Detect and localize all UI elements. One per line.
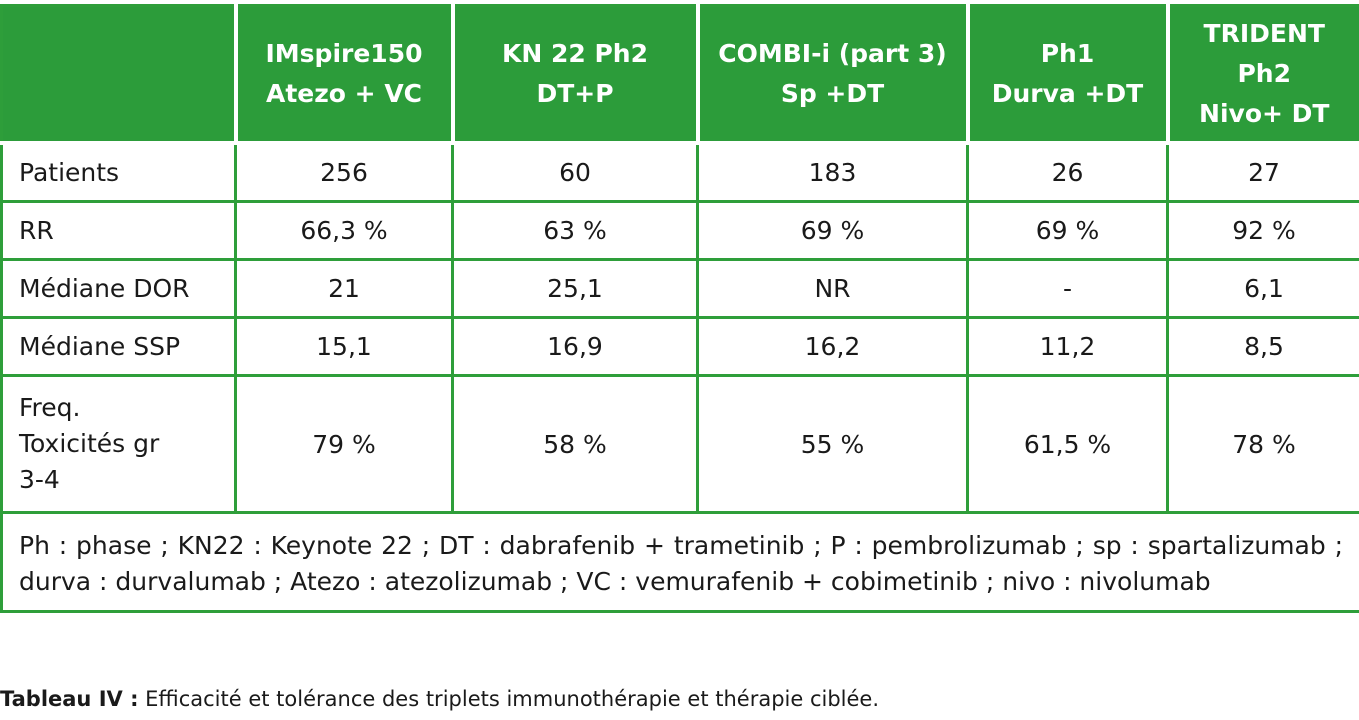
table-cell: 55 % [696,374,969,514]
table-cell: 66,3 % [234,200,454,261]
results-table: IMspire150 Atezo + VC KN 22 Ph2 DT+P COM… [0,4,1359,613]
row-label: Médiane DOR [0,258,237,319]
table-cell: 78 % [1166,374,1359,514]
row-label: Patients [0,141,237,203]
row-label-line: 3-4 [19,465,60,494]
row-label-line: Freq. [19,393,81,422]
header-cell-ph1: Ph1 Durva +DT [967,4,1170,145]
table-cell: 69 % [696,200,969,261]
table-cell: 256 [234,141,454,203]
table-cell: 16,9 [451,316,699,377]
table-caption: Tableau IV : Efficacité et tolérance des… [0,687,879,711]
table-cell: 25,1 [451,258,699,319]
row-label: Freq. Toxicités gr 3-4 [0,374,237,514]
header-row: IMspire150 Atezo + VC KN 22 Ph2 DT+P COM… [0,4,1359,145]
header-cell-kn22: KN 22 Ph2 DT+P [452,4,700,145]
table-cell: 21 [234,258,454,319]
table-row: Freq. Toxicités gr 3-4 79 % 58 % 55 % 61… [0,374,1359,514]
header-cell-combi-i: COMBI-i (part 3) Sp +DT [697,4,970,145]
table-cell: 183 [696,141,969,203]
table-cell: 61,5 % [966,374,1169,514]
table-row: RR 66,3 % 63 % 69 % 69 % 92 % [0,200,1359,261]
table-cell: 6,1 [1166,258,1359,319]
table-cell: 58 % [451,374,699,514]
header-cell-empty [0,4,238,145]
caption-label: Tableau IV : [0,687,139,711]
table-cell: 79 % [234,374,454,514]
table-cell: 16,2 [696,316,969,377]
table-cell: 11,2 [966,316,1169,377]
header-cell-trident: TRIDENT Ph2 Nivo+ DT [1167,4,1359,145]
row-label-line: Toxicités gr [19,429,160,458]
table-cell: 63 % [451,200,699,261]
row-label: RR [0,200,237,261]
table-cell: 15,1 [234,316,454,377]
table-cell: 26 [966,141,1169,203]
table-cell: NR [696,258,969,319]
table-cell: 60 [451,141,699,203]
table-cell: 92 % [1166,200,1359,261]
table-cell: 27 [1166,141,1359,203]
table-row: Médiane DOR 21 25,1 NR - 6,1 [0,258,1359,319]
table-cell: - [966,258,1169,319]
footnote-row: Ph : phase ; KN22 : Keynote 22 ; DT : da… [0,511,1359,613]
table-row: Médiane SSP 15,1 16,9 16,2 11,2 8,5 [0,316,1359,377]
row-label: Médiane SSP [0,316,237,377]
header-cell-imspire150: IMspire150 Atezo + VC [235,4,455,145]
table-cell: 69 % [966,200,1169,261]
table-row: Patients 256 60 183 26 27 [0,141,1359,203]
table-footnote: Ph : phase ; KN22 : Keynote 22 ; DT : da… [0,511,1359,613]
results-table-wrapper: IMspire150 Atezo + VC KN 22 Ph2 DT+P COM… [0,4,1359,613]
table-cell: 8,5 [1166,316,1359,377]
caption-text: Efficacité et tolérance des triplets imm… [138,687,880,711]
